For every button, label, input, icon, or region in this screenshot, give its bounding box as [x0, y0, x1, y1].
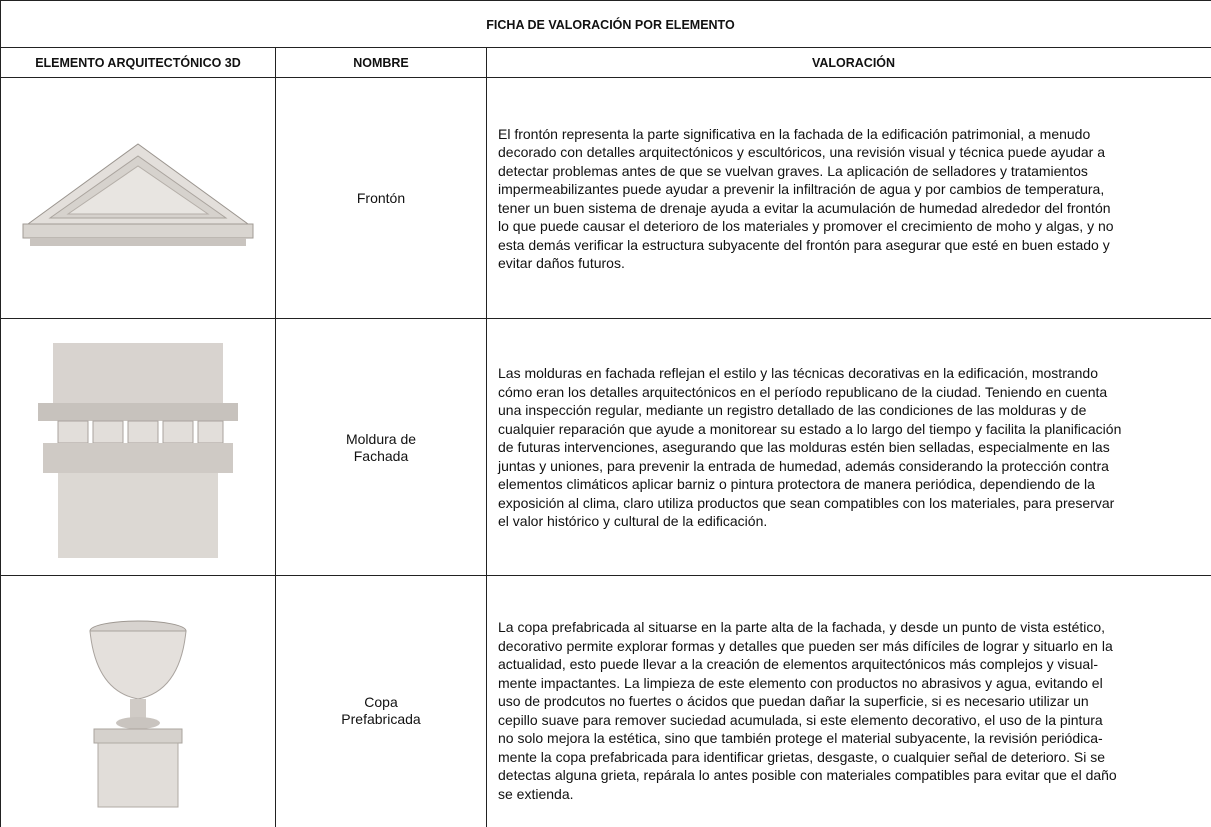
- text-line: La copa prefabricada al situarse en la p…: [498, 619, 1106, 635]
- text-line: se extienda.: [498, 785, 574, 802]
- assessment-text: Las molduras en fachada reflejan el esti…: [498, 364, 1121, 531]
- element-illustration: [22, 142, 254, 246]
- text-line: elementos climáticos aplicar barniz o pi…: [498, 476, 1095, 493]
- text-line: juntas y uniones, para prevenir la entra…: [498, 457, 1109, 474]
- element-image: [0, 318, 275, 576]
- column-header: VALORACIÓN: [486, 47, 1211, 78]
- element-name: Copa Prefabricada: [341, 693, 421, 727]
- text-line: esta demás verificar la estructura subya…: [498, 236, 1110, 253]
- text-line: Las molduras en fachada reflejan el esti…: [498, 365, 1098, 382]
- text-line: evitar daños futuros.: [498, 255, 625, 271]
- element-image: [0, 575, 275, 827]
- element-image: [0, 77, 275, 319]
- text-line: cómo eran los detalles arquitectónicos e…: [498, 383, 1108, 400]
- column-header: ELEMENTO ARQUITECTÓNICO 3D: [0, 47, 275, 78]
- text-line: decorado con detalles arquitectónicos y …: [498, 144, 1106, 160]
- assessment-text: El frontón representa la parte significa…: [498, 125, 1114, 273]
- element-illustration: [38, 342, 238, 558]
- text-line: actualidad, esto puede llevar a la creac…: [498, 656, 1098, 672]
- text-line: decorativo permite explorar formas y det…: [498, 637, 1113, 654]
- sheet-title: FICHA DE VALORACIÓN POR ELEMENTO: [0, 0, 1211, 48]
- text-line: el valor histórico y cultural de la edif…: [498, 513, 768, 530]
- text-line: una inspección regular, mediante un regi…: [498, 402, 1087, 419]
- element-name-cell: Frontón: [275, 77, 486, 319]
- assessment-cell: Las molduras en fachada reflejan el esti…: [486, 318, 1211, 576]
- text-line: cualquier reparación que ayude a monitor…: [498, 420, 1122, 437]
- text-line: El frontón representa la parte significa…: [498, 125, 1091, 142]
- text-line: lo que puede causar el deterioro de los …: [498, 218, 1114, 234]
- assessment-text: La copa prefabricada al situarse en la p…: [498, 618, 1117, 803]
- text-line: exposición al clima, claro utiliza produ…: [498, 494, 1115, 511]
- element-name: Frontón: [356, 190, 406, 206]
- text-line: uso de prodcutos no fuertes o ácidos que…: [498, 693, 1089, 709]
- column-header: NOMBRE: [275, 47, 486, 78]
- text-line: de futuras intervenciones, asegurando qu…: [498, 439, 1110, 456]
- element-illustration: [89, 620, 187, 807]
- text-line: no solo mejora la estética, sino que tam…: [498, 730, 1103, 746]
- text-line: tener un buen sistema de drenaje ayuda a…: [498, 199, 1111, 216]
- element-name-cell: Copa Prefabricada: [275, 575, 486, 827]
- text-line: mente la copa prefabricada para identifi…: [498, 748, 1106, 765]
- element-name: Moldura de Fachada: [345, 430, 417, 464]
- assessment-cell: La copa prefabricada al situarse en la p…: [486, 575, 1211, 827]
- assessment-cell: El frontón representa la parte significa…: [486, 77, 1211, 319]
- text-line: mente impactantes. La limpieza de este e…: [498, 674, 1103, 691]
- element-name-cell: Moldura de Fachada: [275, 318, 486, 576]
- text-line: impermeabilizantes puede ayudar a preven…: [498, 181, 1105, 197]
- text-line: cepillo suave para remover suciedad acum…: [498, 711, 1103, 728]
- text-line: detectar problemas antes de que se vuelv…: [498, 162, 1088, 179]
- text-line: detectas alguna grieta, repárala lo ante…: [498, 767, 1117, 783]
